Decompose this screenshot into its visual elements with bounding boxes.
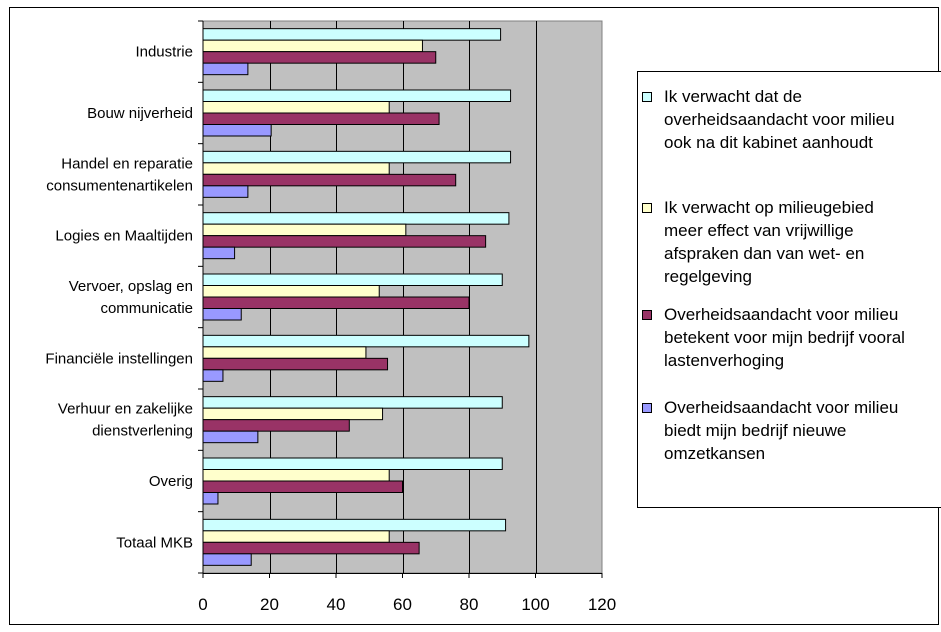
category-label: Handel en reparatie	[61, 155, 193, 172]
bar	[203, 408, 383, 420]
legend-swatch	[643, 311, 652, 320]
bar	[203, 431, 258, 443]
category-label: consumentenartikelen	[46, 177, 193, 194]
category-label: Totaal MKB	[116, 534, 193, 551]
category-label: Bouw nijverheid	[87, 105, 193, 122]
bar	[203, 542, 419, 554]
bar	[203, 113, 439, 125]
bar	[203, 519, 506, 531]
legend-entry-text: meer effect van vrijwillige	[664, 221, 854, 240]
bar	[203, 90, 511, 102]
x-tick-label: 20	[260, 595, 279, 614]
legend: Ik verwacht dat de overheidsaandacht voor…	[638, 72, 941, 508]
bar	[203, 63, 248, 75]
category-label: dienstverlening	[92, 423, 193, 440]
bar	[203, 102, 389, 114]
category-label: Vervoer, opslag en	[69, 278, 193, 295]
legend-entry-text: Ik verwacht dat de	[664, 87, 802, 106]
category-label: Logies en Maaltijden	[55, 228, 193, 245]
x-tick-label: 120	[588, 595, 616, 614]
legend-entry-text: overheidsaandacht voor milieu	[664, 110, 895, 129]
bar	[203, 493, 218, 505]
bar	[203, 125, 271, 137]
legend-entry-text: betekent voor mijn bedrijf vooral	[664, 328, 905, 347]
category-label: Overig	[149, 473, 193, 490]
bar	[203, 274, 502, 286]
legend-entry-text: lastenverhoging	[664, 351, 784, 370]
category-label: communicatie	[100, 300, 193, 317]
bar	[203, 213, 509, 225]
legend-entry-text: afspraken dan van wet- en	[664, 244, 864, 263]
category-label: Industrie	[135, 44, 193, 61]
legend-entry-text: regelgeving	[664, 267, 752, 286]
bar	[203, 163, 389, 175]
bar	[203, 297, 469, 309]
bar	[203, 458, 502, 470]
bar	[203, 347, 366, 359]
bar	[203, 224, 406, 236]
bar	[203, 236, 486, 248]
bar	[203, 151, 511, 163]
x-tick-label: 80	[460, 595, 479, 614]
legend-entry-text: Overheidsaandacht voor milieu	[664, 305, 898, 324]
bar	[203, 420, 349, 432]
legend-entry-text: Ik verwacht op milieugebied	[664, 198, 874, 217]
legend-entry-text: omzetkansen	[664, 444, 765, 463]
legend-entry-text: ook na dit kabinet aanhoudt	[664, 133, 873, 152]
bar	[203, 174, 456, 186]
bar	[203, 370, 223, 382]
bar	[203, 247, 235, 259]
bar	[203, 531, 389, 543]
category-label: Verhuur en zakelijke	[58, 401, 193, 418]
x-tick-label: 40	[327, 595, 346, 614]
bar	[203, 470, 389, 482]
x-tick-label: 100	[521, 595, 549, 614]
bar	[203, 481, 403, 493]
legend-entry-text: biedt mijn bedrijf nieuwe	[664, 421, 846, 440]
bar	[203, 554, 251, 566]
bar	[203, 397, 502, 409]
legend-swatch	[643, 404, 652, 413]
bar	[203, 286, 379, 298]
category-label: Financiële instellingen	[45, 350, 193, 367]
legend-swatch	[643, 93, 652, 102]
bar	[203, 52, 436, 64]
bar	[203, 335, 529, 347]
x-tick-label: 60	[393, 595, 412, 614]
bar	[203, 309, 241, 321]
legend-swatch	[643, 204, 652, 213]
legend-entry-text: Overheidsaandacht voor milieu	[664, 398, 898, 417]
bar	[203, 29, 501, 40]
bar	[203, 40, 422, 52]
x-tick-label: 0	[198, 595, 207, 614]
bar	[203, 358, 388, 370]
bar	[203, 186, 248, 198]
